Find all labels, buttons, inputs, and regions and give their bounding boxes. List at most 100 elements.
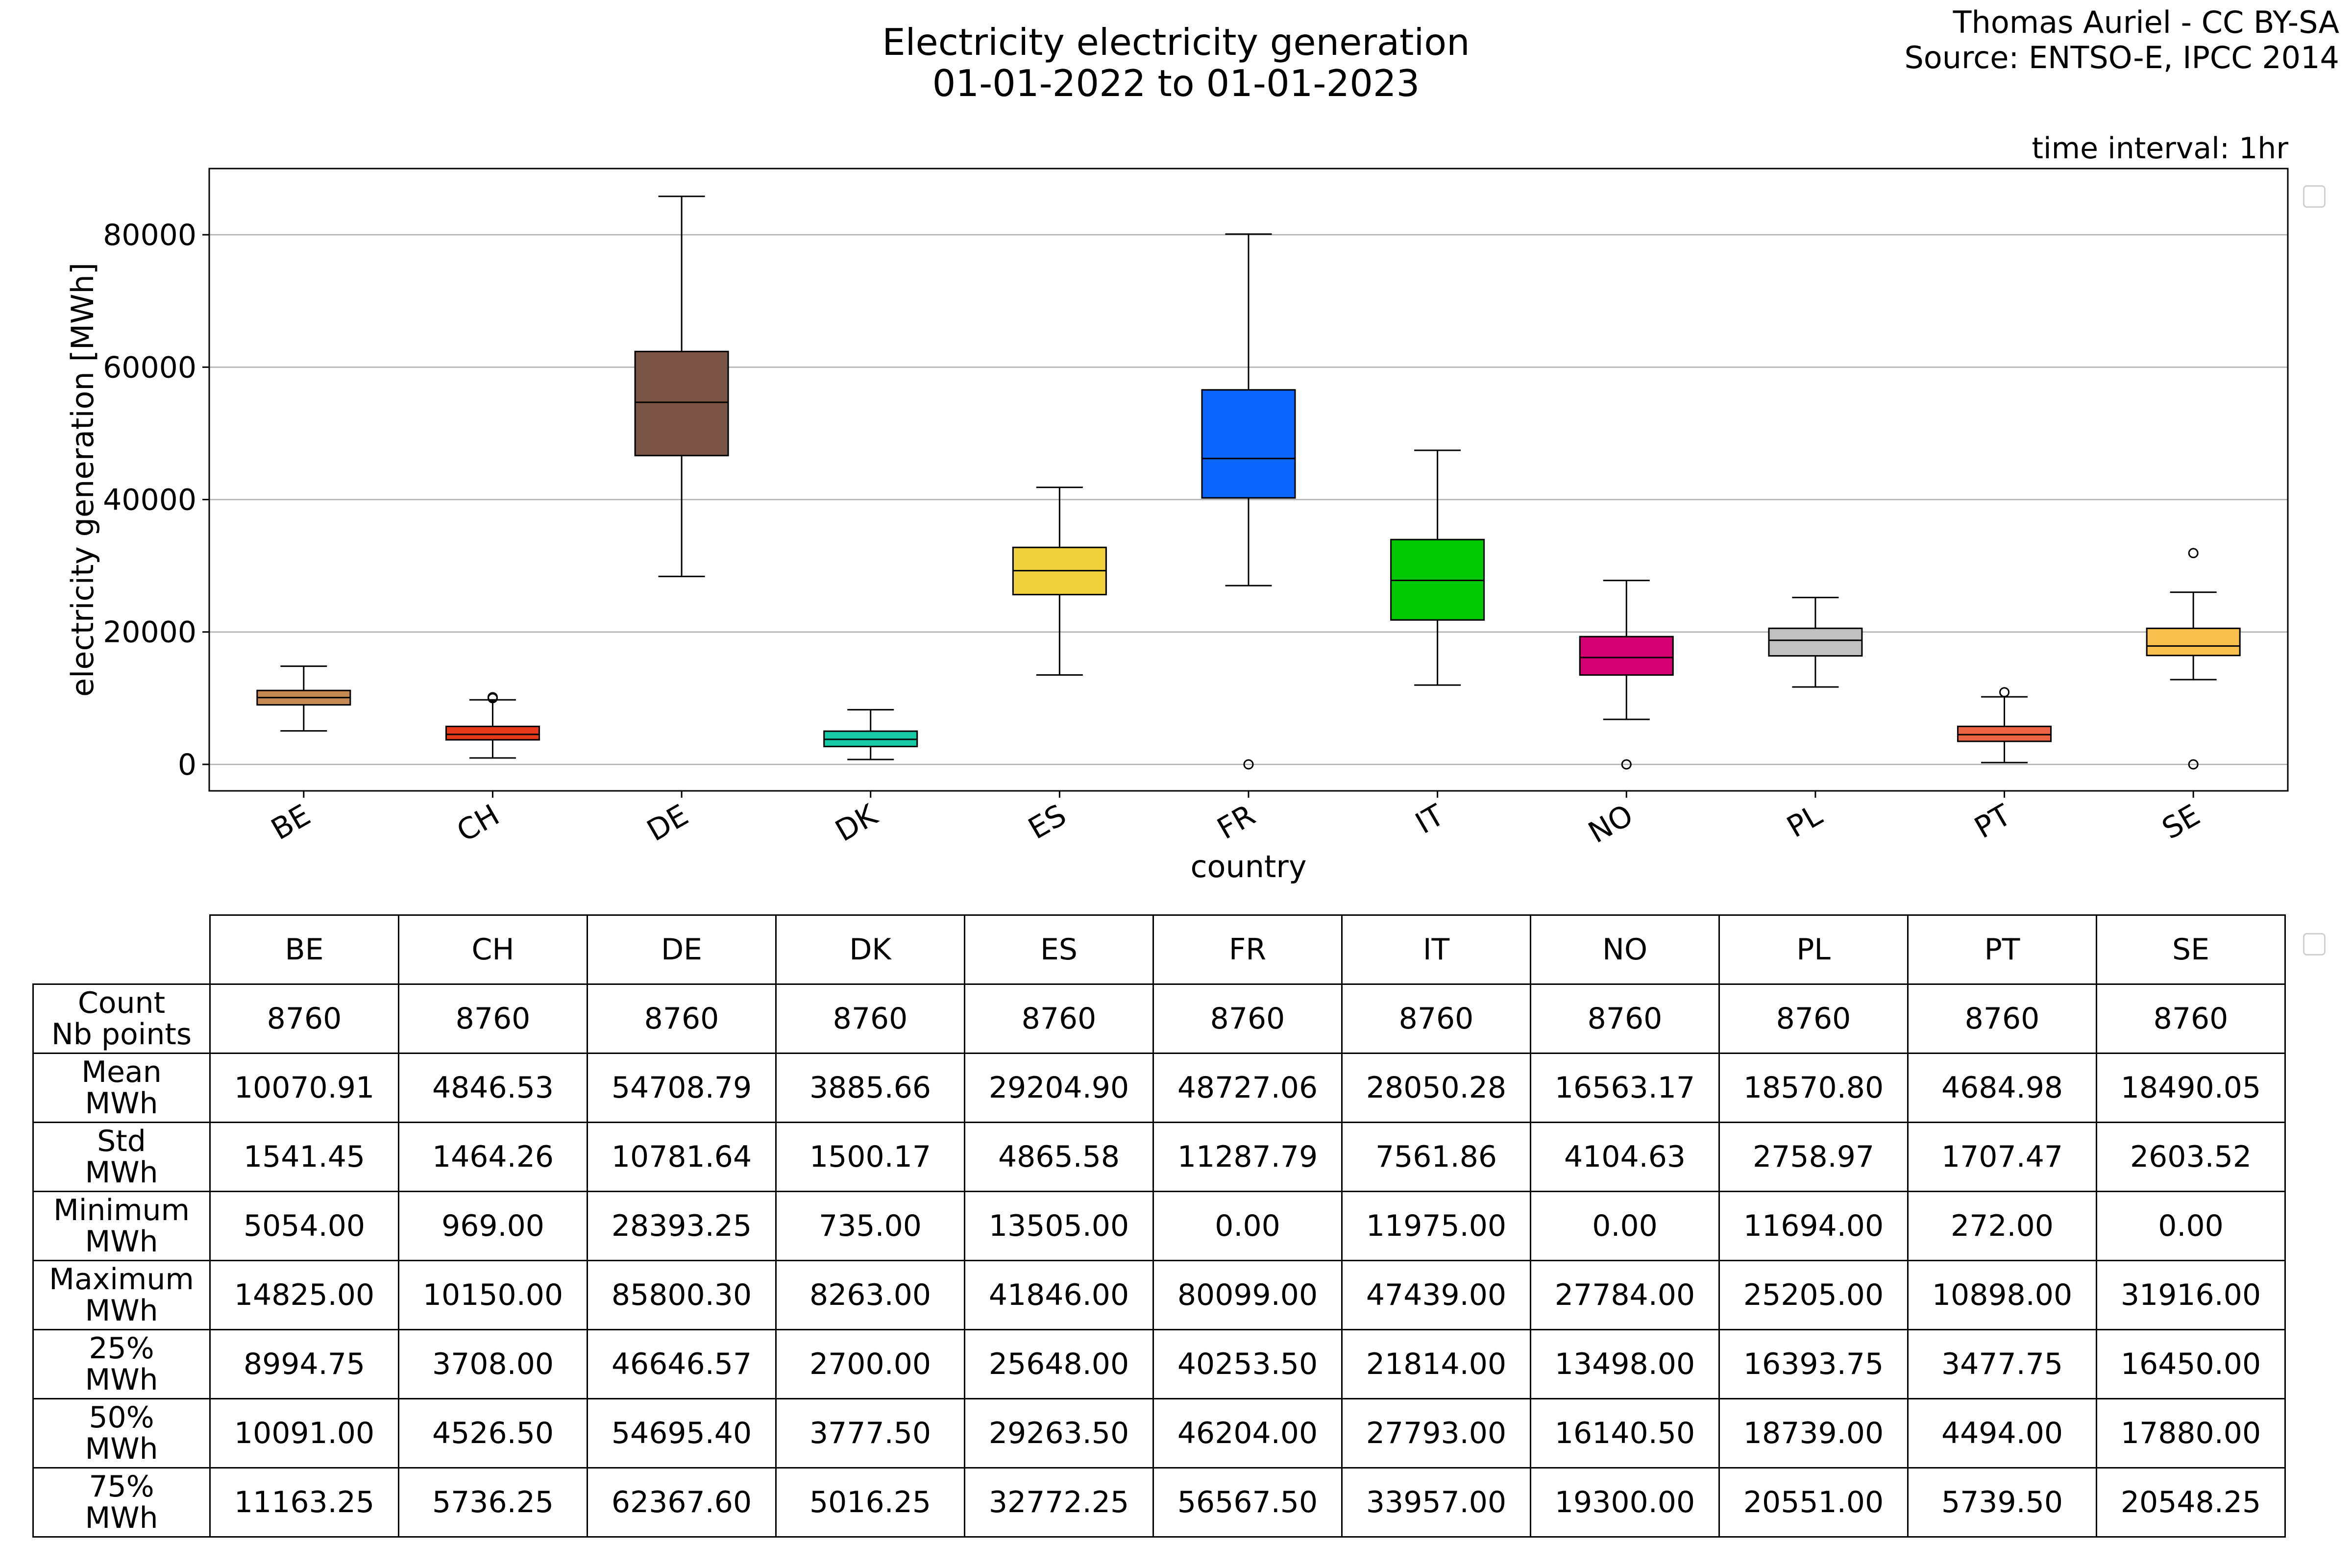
row-unit: MWh: [85, 1086, 158, 1121]
y-tick-label: 60000: [103, 350, 196, 385]
table-row-header: Mean MWh: [32, 1053, 211, 1123]
x-ticks: BE CH DE DK ES FR IT NO PL PT SE: [266, 791, 2206, 850]
table-column-header: DE: [587, 914, 777, 985]
table-cell: 21814.00: [1341, 1329, 1531, 1399]
table-cell: 8760: [1530, 983, 1720, 1054]
table-cell: 56567.50: [1152, 1467, 1343, 1538]
row-label: Maximum: [49, 1262, 194, 1297]
table-cell: 13498.00: [1530, 1329, 1720, 1399]
table-cell: 54695.40: [587, 1398, 777, 1469]
table-cell: 5016.25: [775, 1467, 965, 1538]
box-fr: [1201, 233, 1296, 770]
table-cell: 25648.00: [964, 1329, 1154, 1399]
table-row-header: Std MWh: [32, 1122, 211, 1192]
table-cell: 3885.66: [775, 1053, 965, 1123]
table-column-header: PT: [1907, 914, 2097, 985]
table-cell: 29263.50: [964, 1398, 1154, 1469]
table-row: Std MWh 1541.45 1464.26 10781.64 1500.17 4865.…: [32, 1122, 2286, 1192]
table-cell: 48727.06: [1152, 1053, 1343, 1123]
table-column-header: BE: [209, 914, 399, 985]
table-cell: 272.00: [1907, 1191, 2097, 1261]
table-cell: 4865.58: [964, 1122, 1154, 1192]
table-row: 25% MWh 8994.75 3708.00 46646.57 2700.00 25648…: [32, 1329, 2286, 1399]
y-tick-label: 20000: [103, 615, 196, 650]
y-tick-label: 40000: [103, 483, 196, 517]
table-cell: 31916.00: [2096, 1260, 2286, 1330]
table-cell: 10781.64: [587, 1122, 777, 1192]
table-row-header: 50% MWh: [32, 1398, 211, 1469]
table-cell: 29204.90: [964, 1053, 1154, 1123]
row-unit: MWh: [85, 1432, 158, 1466]
y-tick-label: 0: [178, 748, 196, 782]
table-column-header: DK: [775, 914, 965, 985]
y-axis-label: electricity generation [MWh]: [65, 263, 100, 697]
table-cell: 40253.50: [1152, 1329, 1343, 1399]
table-corner-cell: [33, 915, 211, 985]
table-column-header: NO: [1530, 914, 1720, 985]
outlier-point: [487, 692, 498, 703]
outlier-point: [2188, 548, 2199, 559]
box-no: [1579, 580, 1674, 770]
table-cell: 14825.00: [209, 1260, 399, 1330]
table-cell: 19300.00: [1530, 1467, 1720, 1538]
x-tick-label: FR: [1212, 798, 1261, 846]
outlier-point: [2188, 759, 2199, 770]
table-cell: 3477.75: [1907, 1329, 2097, 1399]
table-column-header: FR: [1152, 914, 1343, 985]
table-cell: 8760: [1907, 983, 2097, 1054]
row-label: 25%: [89, 1331, 154, 1366]
legend-box-bottom: [2303, 933, 2326, 956]
table-cell: 8760: [2096, 983, 2286, 1054]
table-cell: 1464.26: [398, 1122, 588, 1192]
credit-author: Thomas Auriel - CC BY-SA: [1953, 4, 2339, 40]
x-axis-label: country: [1190, 849, 1306, 884]
legend-box-top: [2303, 185, 2326, 208]
table-cell: 11287.79: [1152, 1122, 1343, 1192]
table-cell: 85800.30: [587, 1260, 777, 1330]
time-interval-label: time interval: 1hr: [2032, 131, 2288, 166]
table-cell: 8760: [1718, 983, 1909, 1054]
iqr-box: [445, 725, 540, 741]
row-label: 50%: [89, 1400, 154, 1435]
table-cell: 3777.50: [775, 1398, 965, 1469]
table-header-row: BE CH DE DK ES FR IT NO PL PT SE: [33, 914, 2286, 985]
table-cell: 8263.00: [775, 1260, 965, 1330]
box-pl: [1768, 596, 1863, 688]
x-tick-label: PT: [1969, 798, 2017, 845]
x-tick-label: CH: [451, 798, 505, 849]
box-it: [1390, 449, 1485, 686]
table-row: 50% MWh 10091.00 4526.50 54695.40 3777.50 2926…: [32, 1398, 2286, 1469]
table-cell: 10070.91: [209, 1053, 399, 1123]
row-unit: MWh: [85, 1225, 158, 1259]
outlier-point: [1243, 759, 1254, 770]
table-cell: 0.00: [1152, 1191, 1343, 1261]
table-cell: 11163.25: [209, 1467, 399, 1538]
box-be: [256, 665, 351, 732]
outlier-point: [1999, 687, 2010, 698]
box-pt: [1957, 687, 2052, 763]
table-cell: 16563.17: [1530, 1053, 1720, 1123]
row-unit: Nb points: [51, 1017, 192, 1052]
title-line-1: Electricity electricity generation: [882, 21, 1470, 64]
x-tick-label: BE: [266, 798, 316, 847]
table-column-header: ES: [964, 914, 1154, 985]
table-cell: 20548.25: [2096, 1467, 2286, 1538]
x-tick-label: IT: [1410, 798, 1450, 841]
box-de: [634, 196, 729, 577]
x-tick-label: ES: [1023, 798, 1072, 846]
x-tick-label: NO: [1583, 798, 1639, 850]
table-cell: 47439.00: [1341, 1260, 1531, 1330]
box-plot-chart: 0 20000 40000 60000 80000 BE CH DE DK ES FR IT NO PL…: [65, 168, 2289, 884]
x-tick-label: PL: [1781, 798, 1828, 845]
table-cell: 8760: [964, 983, 1154, 1054]
table-cell: 4846.53: [398, 1053, 588, 1123]
table-cell: 4526.50: [398, 1398, 588, 1469]
row-label: 75%: [89, 1470, 154, 1504]
table-cell: 1707.47: [1907, 1122, 2097, 1192]
table-cell: 54708.79: [587, 1053, 777, 1123]
table-cell: 33957.00: [1341, 1467, 1531, 1538]
table-cell: 7561.86: [1341, 1122, 1531, 1192]
y-ticks: 0 20000 40000 60000 80000: [103, 218, 209, 782]
x-tick-label: DE: [641, 798, 694, 848]
table-cell: 11975.00: [1341, 1191, 1531, 1261]
